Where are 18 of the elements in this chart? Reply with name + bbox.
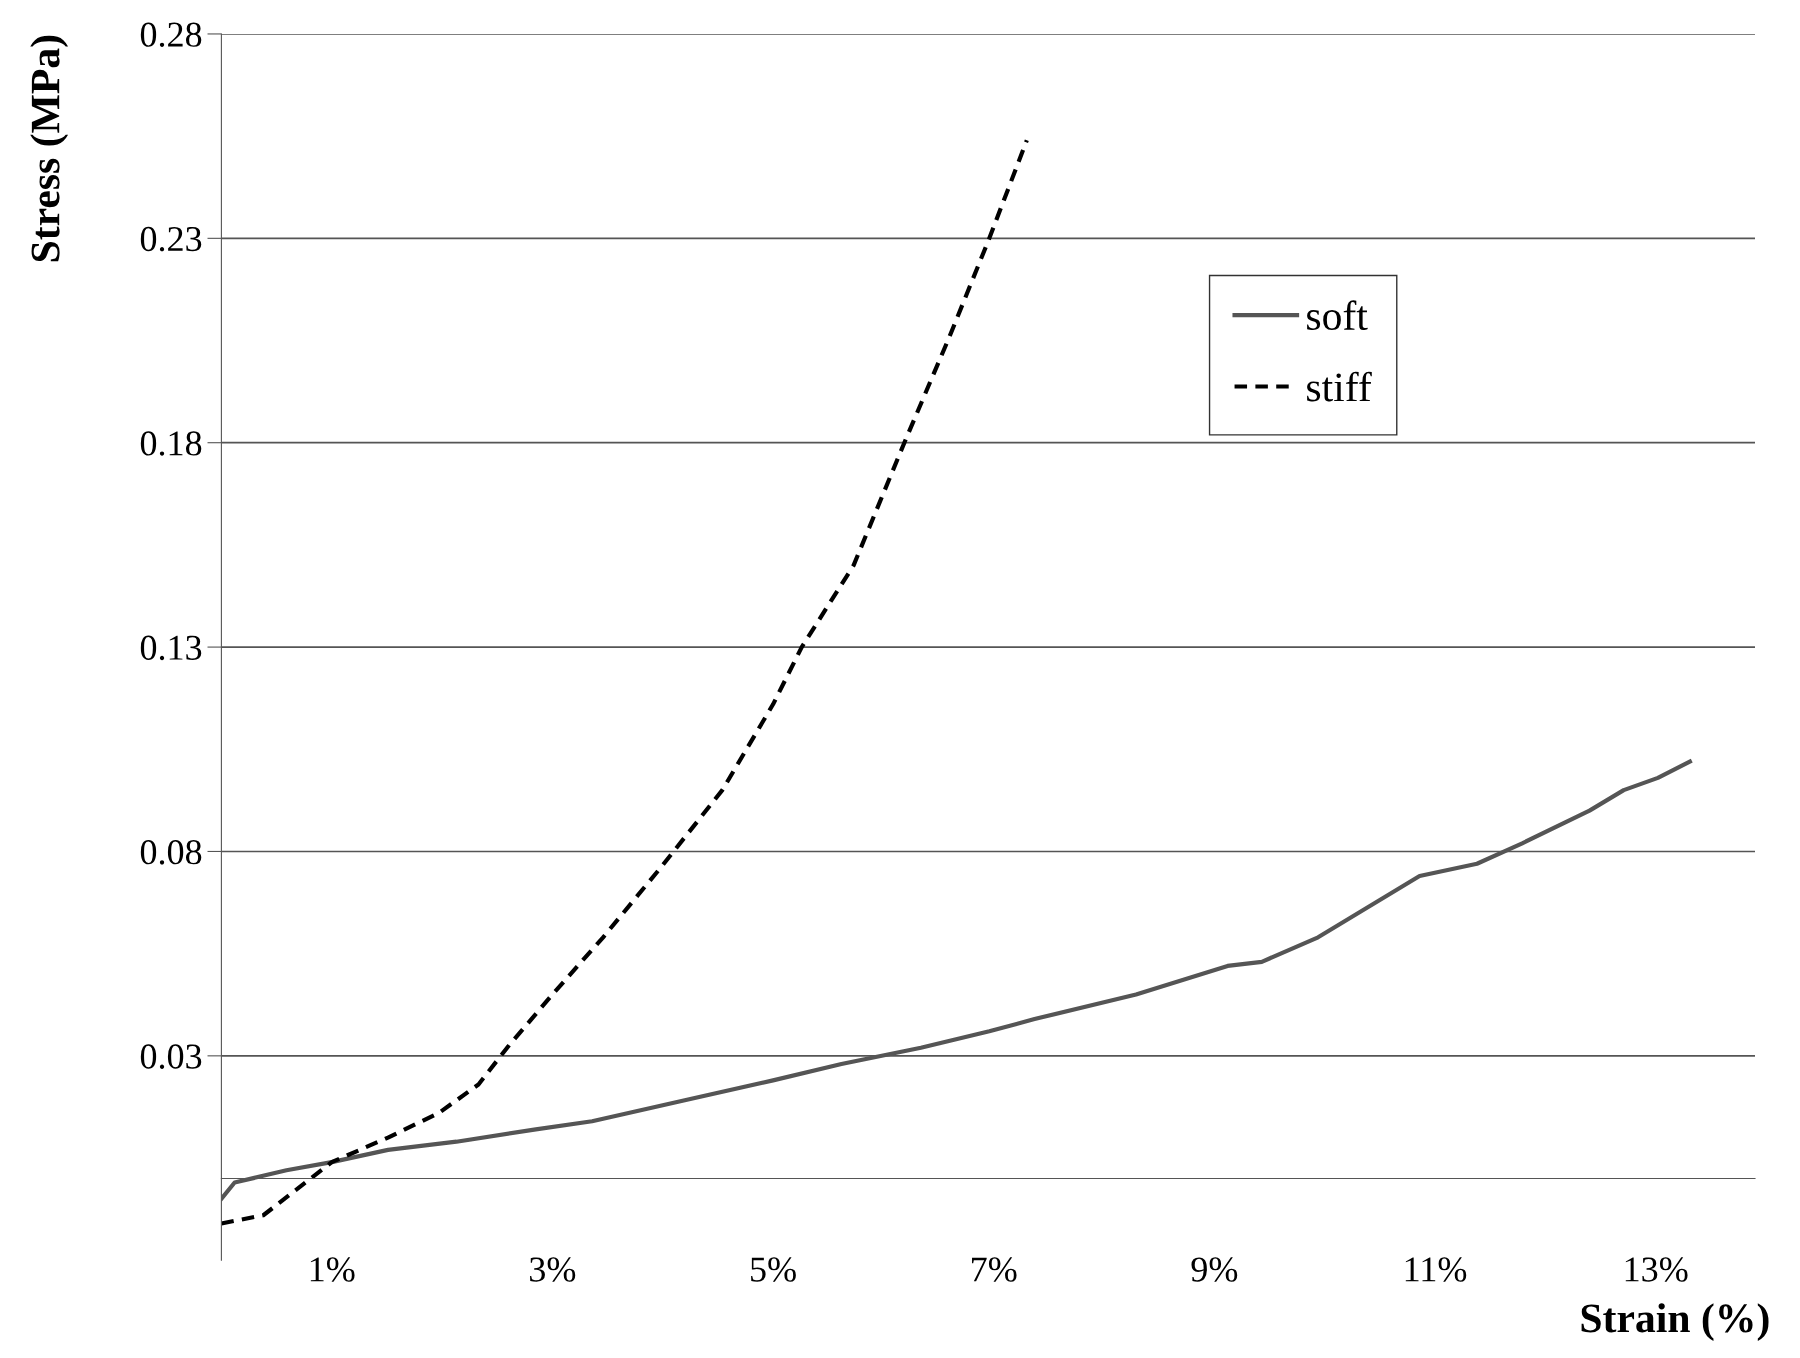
x-axis-title: Strain (%) bbox=[1581, 1303, 1769, 1341]
y-tick-label: 0.13 bbox=[140, 635, 202, 661]
y-axis-title: Stress (MPa) bbox=[30, 35, 69, 262]
x-tick-label: 9% bbox=[1191, 1257, 1238, 1282]
y-tick-label: 0.08 bbox=[140, 839, 202, 865]
y-tick-label: 0.28 bbox=[140, 22, 202, 47]
x-tick-label: 7% bbox=[972, 1257, 1017, 1282]
x-tick-label: 1% bbox=[310, 1257, 355, 1282]
y-tick-label: 0.18 bbox=[140, 431, 202, 456]
line-series bbox=[221, 138, 1029, 1226]
legend-label: stiff bbox=[1307, 371, 1372, 402]
legend-label: soft bbox=[1307, 300, 1368, 331]
y-tick-label: 0.23 bbox=[140, 226, 202, 252]
x-tick-label: 13% bbox=[1625, 1257, 1688, 1282]
x-tick-label: 3% bbox=[530, 1257, 576, 1282]
x-tick-label: 11% bbox=[1405, 1257, 1467, 1282]
x-tick-label: 5% bbox=[751, 1257, 796, 1282]
y-tick-label: 0.03 bbox=[140, 1044, 202, 1069]
